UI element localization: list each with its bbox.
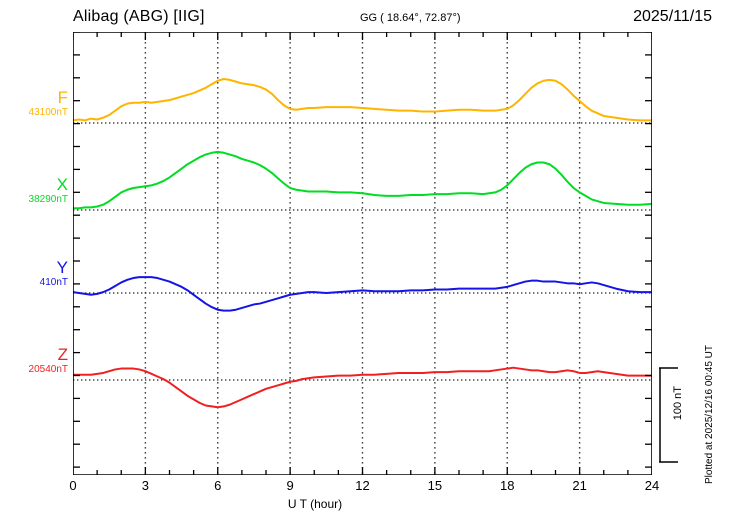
component-label-f: F 43100nT (4, 89, 68, 119)
component-baseline-y: 410nT (39, 277, 68, 288)
component-letter-z: Z (57, 345, 68, 364)
magnetogram-plot (73, 32, 652, 475)
x-tick-label: 9 (286, 478, 294, 493)
x-tick-label: 15 (427, 478, 443, 493)
component-letter-x: X (56, 175, 68, 194)
station-title: Alibag (ABG) [IIG] (73, 8, 205, 25)
component-label-x: X 38290nT (4, 176, 68, 206)
grid-layer (144, 32, 581, 475)
axis-frame (73, 32, 652, 475)
component-baseline-z: 20540nT (28, 364, 68, 375)
trace-layer (73, 78, 652, 409)
component-letter-y: Y (56, 258, 68, 277)
trace-Y (73, 276, 652, 312)
component-baseline-x: 38290nT (28, 194, 68, 205)
geographic-coordinates: GG ( 18.64°, 72.87°) (360, 12, 461, 24)
x-axis-label: U T (hour) (0, 497, 730, 511)
trace-Z (73, 366, 652, 409)
x-axis-label-text: U T (hour) (287, 497, 343, 511)
trace-F (73, 78, 652, 122)
component-label-y: Y 410nT (4, 259, 68, 289)
x-tick-label: 3 (141, 478, 149, 493)
trace-X (73, 150, 652, 210)
x-tick-label: 21 (572, 478, 587, 493)
observation-date: 2025/11/15 (633, 8, 712, 25)
scale-bar-label: 100 nT (672, 386, 684, 421)
x-tick-label: 18 (500, 478, 515, 493)
x-tick-label: 12 (355, 478, 370, 493)
component-baseline-f: 43100nT (28, 107, 68, 118)
component-letter-f: F (57, 88, 68, 107)
component-label-z: Z 20540nT (4, 346, 68, 376)
x-tick-label: 24 (644, 478, 660, 493)
scale-bar-icon (659, 367, 678, 463)
plotted-at-timestamp: Plotted at 2025/12/16 00:45 UT (704, 345, 715, 484)
x-tick-label: 0 (69, 478, 77, 493)
baseline-layer (73, 122, 652, 381)
x-tick-label: 6 (214, 478, 222, 493)
